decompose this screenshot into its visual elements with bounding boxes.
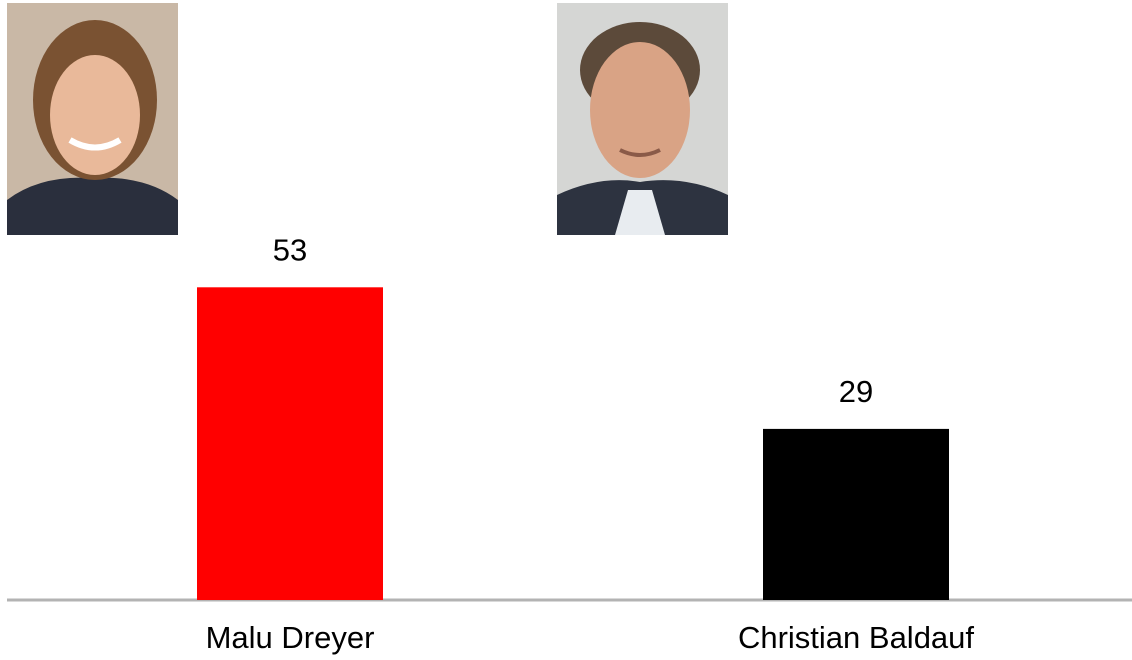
value-label: 29 [839,374,873,409]
value-label: 53 [273,232,307,267]
bar [763,428,949,600]
x-tick-label: Malu Dreyer [206,620,375,655]
portrait [557,3,728,235]
x-tick-label: Christian Baldauf [738,620,974,655]
bar [197,287,383,600]
portrait [7,3,178,235]
